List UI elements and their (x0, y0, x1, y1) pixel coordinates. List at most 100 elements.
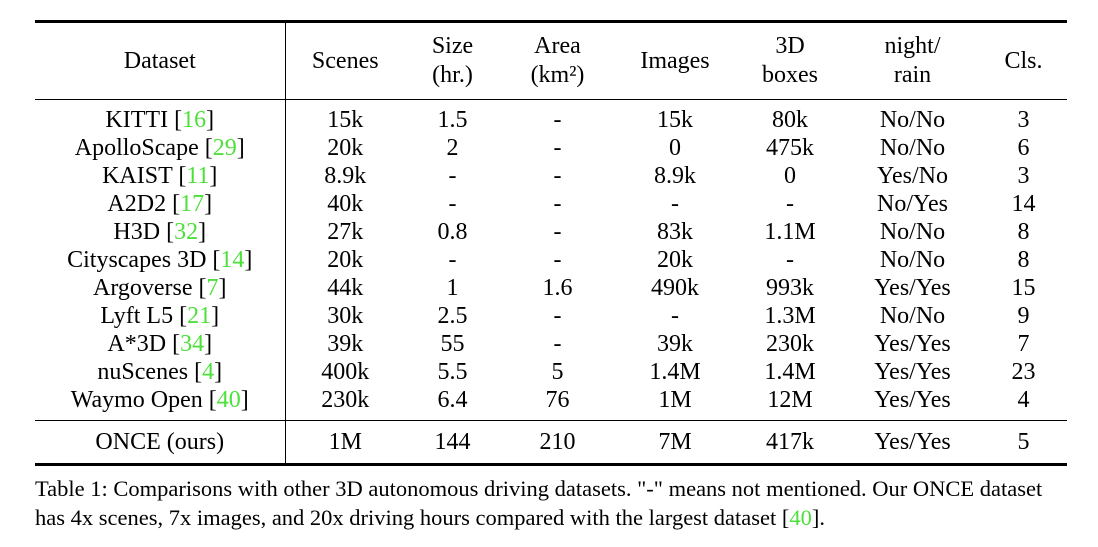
table-cell: 4 (1017, 387, 1030, 413)
table-cell: - (500, 99, 615, 134)
table-ours: ONCE (ours) 1M 144 210 7M 417k Yes/Yes 5 (35, 420, 1067, 466)
table-cell: No/No (879, 247, 946, 273)
table-cell: - (553, 219, 562, 245)
table-row: Argoverse [7] 44k 1 1.6 490k 993k Yes/Yes 15 (35, 274, 1067, 302)
table-body: KITTI [16] 15k 1.5-15k 80k No/No 3 ApolloScape… (35, 99, 1067, 421)
column-header: Images (615, 20, 735, 100)
column-header-line1: Cls. (1004, 47, 1043, 74)
table-row: Cityscapes 3D [14] 20k - - 20k - No/No 8 (35, 246, 1067, 274)
citation-link[interactable]: 34 (180, 331, 205, 357)
table-cell: - (448, 191, 457, 217)
table-cell: - (553, 135, 562, 161)
table-cell: 475k (766, 135, 814, 161)
table-cell: - (553, 163, 562, 189)
table-cell-ours: Yes/Yes (845, 420, 980, 466)
column-header: 3D boxes (735, 20, 845, 100)
table-cell: 23 (1011, 359, 1036, 385)
table-caption: Table 1: Comparisons with other 3D auton… (35, 474, 1075, 532)
citation-link[interactable]: 40 (216, 387, 241, 413)
dataset-name: A*3D (107, 331, 167, 357)
citation-link[interactable]: 32 (174, 219, 199, 245)
column-header-line2: rain (893, 62, 932, 88)
table-cell: 2.5 (437, 303, 468, 329)
table-row: H3D [32] 27k 0.8 - 83k 1.1M No/No 8 (35, 218, 1067, 246)
table-cell-ours: 7M (615, 420, 735, 466)
caption-text: Table 1: Comparisons with other 3D auton… (35, 476, 1043, 530)
table-cell: 400k (321, 359, 370, 385)
table-cell: - (786, 191, 794, 217)
citation-link[interactable]: 11 (186, 163, 210, 189)
table-cell-ours: 5 (980, 420, 1067, 466)
table-cell: 9 (1017, 303, 1030, 329)
table-cell: 14 (1011, 191, 1036, 217)
dataset-name: Waymo Open (70, 387, 203, 413)
table-cell: 15k (615, 99, 735, 134)
table-cell: 40k (327, 191, 364, 217)
column-header-line2: boxes (762, 62, 818, 88)
table-cell: 55 (440, 331, 465, 357)
dataset-name: H3D (113, 219, 161, 245)
table-cell: - (448, 247, 457, 273)
table-cell: 1.1M (764, 219, 816, 245)
dataset-name-cell: KITTI [16] (35, 99, 286, 134)
column-header-line1: Images (640, 47, 710, 74)
table-cell: 1.3M (764, 303, 816, 329)
table-cell: 8.9k (654, 163, 696, 189)
table-cell: 5.5 (437, 359, 468, 385)
table-cell: Yes/No (877, 163, 948, 189)
table-cell: - (448, 163, 457, 189)
table-row: A*3D [34] 39k 55 - 39k 230k Yes/Yes 7 (35, 330, 1067, 358)
table-row: A2D2 [17] 40k - - - - No/Yes 14 (35, 190, 1067, 218)
dataset-name: KAIST (102, 163, 173, 189)
table-cell: 8.9k (324, 163, 367, 189)
table-cell: 1.5 (405, 99, 500, 134)
dataset-name-ours: ONCE (ours) (35, 420, 286, 466)
table-cell: Yes/Yes (874, 331, 951, 357)
table-cell: 12M (767, 387, 813, 413)
table-cell: 76 (545, 387, 570, 413)
dataset-name-cell: A*3D [34] (35, 330, 286, 358)
table-cell: 8 (1017, 247, 1030, 273)
column-header-line1: Scenes (311, 47, 379, 74)
dataset-name-cell: KAIST [11] (35, 162, 286, 190)
table-cell: - (671, 191, 679, 217)
table-cell: 1 (446, 275, 459, 301)
column-header: Cls. (980, 20, 1067, 100)
comparison-table: Dataset Scenes Size (hr.) Area (km²) Images 3D b… (35, 20, 1067, 466)
table-cell: - (786, 247, 794, 273)
citation-link[interactable]: 21 (187, 303, 212, 329)
column-header-line1: night/ (884, 33, 941, 59)
table-cell-ours: 144 (405, 420, 500, 466)
dataset-name: ApolloScape (74, 135, 199, 161)
citation-link[interactable]: 17 (180, 191, 205, 217)
table-cell: 230k (766, 331, 814, 357)
citation-link[interactable]: 14 (220, 247, 245, 273)
dataset-name: Lyft L5 (100, 303, 174, 329)
citation-link[interactable]: 4 (202, 359, 215, 385)
table-cell: 7 (1017, 331, 1030, 357)
citation-link[interactable]: 29 (212, 135, 237, 161)
table-header: Dataset Scenes Size (hr.) Area (km²) Images 3D b… (35, 20, 1067, 100)
column-header-line1: 3D (775, 33, 805, 59)
table-cell: 20k (327, 247, 364, 273)
column-header: Size (hr.) (405, 20, 500, 100)
table-cell: Yes/Yes (874, 359, 951, 385)
citation-link[interactable]: 7 (206, 275, 219, 301)
table-cell: 30k (327, 303, 364, 329)
table-cell: 993k (766, 275, 814, 301)
table-cell: 6 (1017, 135, 1030, 161)
dataset-name: Argoverse (92, 275, 193, 301)
table-row-ours: ONCE (ours) 1M 144 210 7M 417k Yes/Yes 5 (35, 420, 1067, 466)
table-cell: 80k (735, 99, 845, 134)
caption-citation-link[interactable]: 40 (789, 505, 812, 530)
dataset-name-cell: Lyft L5 [21] (35, 302, 286, 330)
table-cell: 15k (285, 99, 405, 134)
dataset-name-cell: nuScenes [4] (35, 358, 286, 386)
table-cell: No/Yes (877, 191, 948, 217)
table-cell: No/No (879, 219, 946, 245)
table-cell: - (553, 303, 562, 329)
citation-link[interactable]: 16 (182, 107, 207, 133)
column-header-line2: (km²) (530, 62, 585, 88)
table-cell: 0 (669, 135, 681, 161)
